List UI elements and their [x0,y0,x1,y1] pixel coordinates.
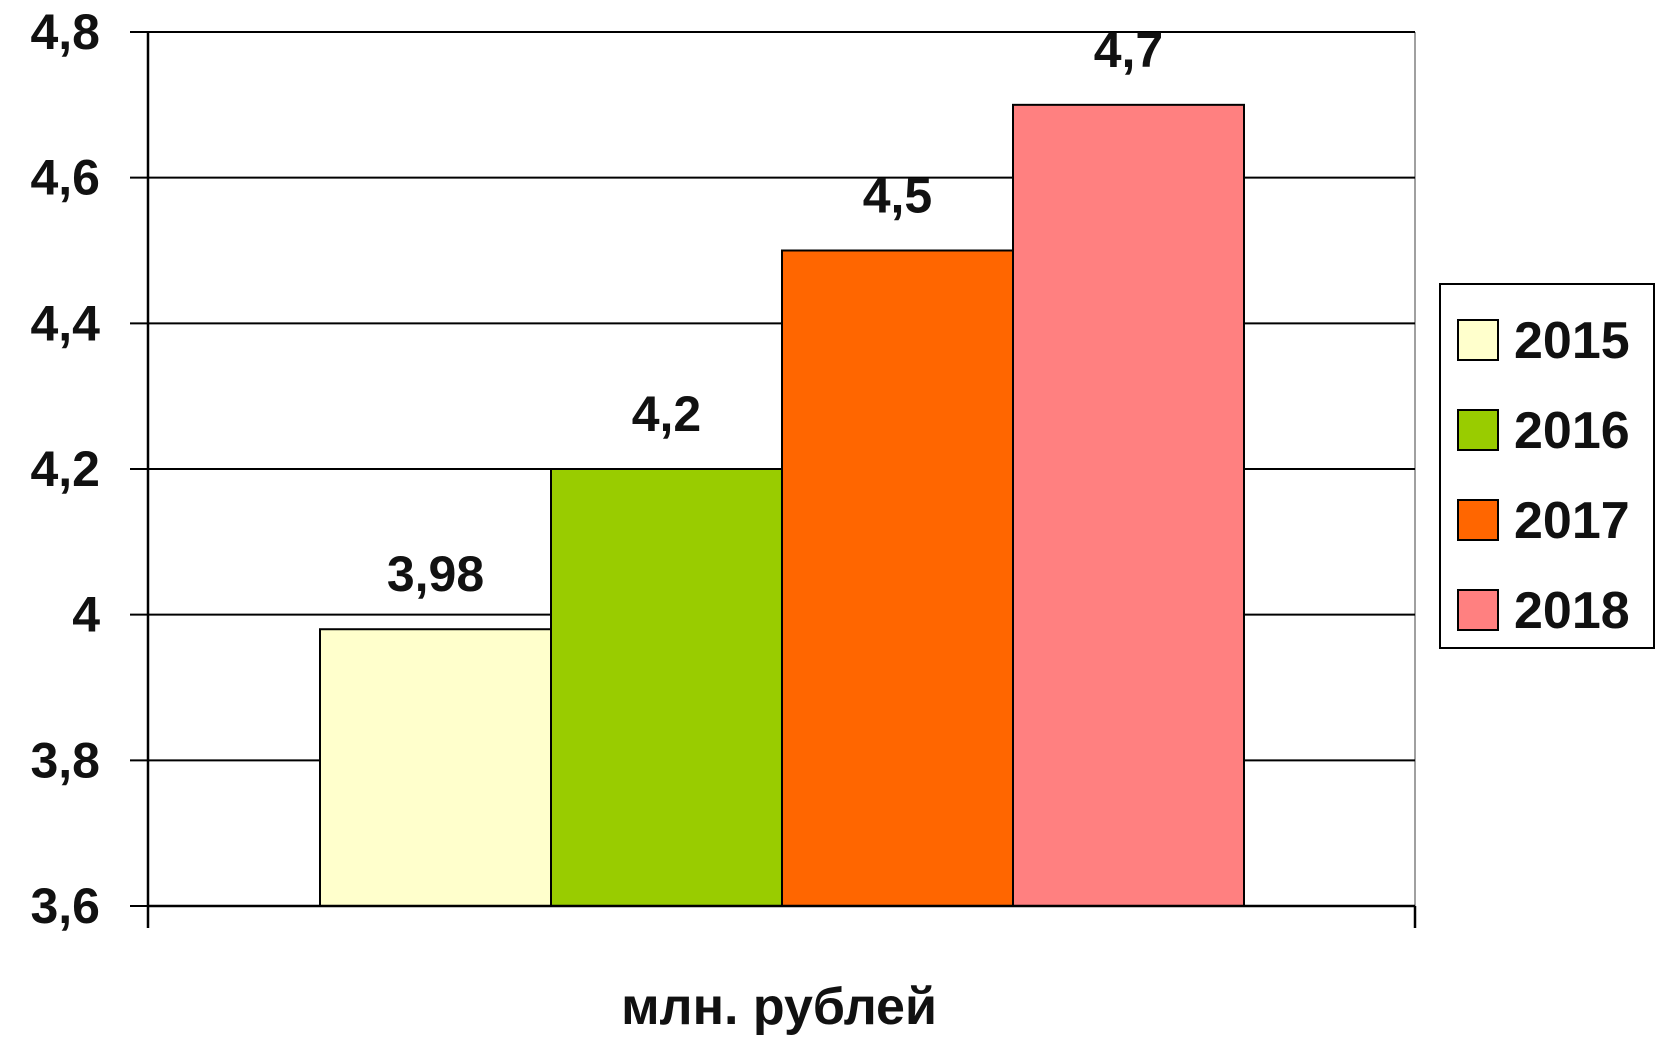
data-label-2017: 4,5 [863,168,933,224]
legend-swatch-2017 [1457,499,1499,541]
bar-2016 [550,468,783,907]
legend-label-2015: 2015 [1514,312,1630,370]
legend-swatch-2016 [1457,409,1499,451]
bars [319,103,1245,908]
x-axis-title: млн. рублей [621,978,937,1036]
axes: 3,6 3,8 4 4,2 4,4 4,6 4,8 [30,4,1417,934]
bar-2018 [1012,103,1245,908]
y-tick-label: 4,4 [30,295,100,351]
y-tick-label: 3,6 [30,878,100,934]
data-label-2015: 3,98 [387,546,484,602]
legend-swatch-2015 [1457,319,1499,361]
y-tick-label: 4,8 [30,4,100,60]
legend-label-2018: 2018 [1514,582,1630,640]
data-label-2018: 4,7 [1094,22,1164,78]
bar-2015 [319,628,552,907]
data-label-2016: 4,2 [632,386,702,442]
y-tick-label: 4,6 [30,150,100,206]
legend-label-2017: 2017 [1514,492,1630,550]
data-labels: 3,98 4,2 4,5 4,7 [387,22,1163,602]
y-tick-label: 4 [72,587,100,643]
legend-label-2016: 2016 [1514,402,1630,460]
y-tick-label: 4,2 [30,441,100,497]
y-tick-label: 3,8 [30,732,100,788]
legend: 2015 2016 2017 2018 [1439,283,1655,649]
bar-2017 [781,249,1014,907]
legend-swatch-2018 [1457,589,1499,631]
